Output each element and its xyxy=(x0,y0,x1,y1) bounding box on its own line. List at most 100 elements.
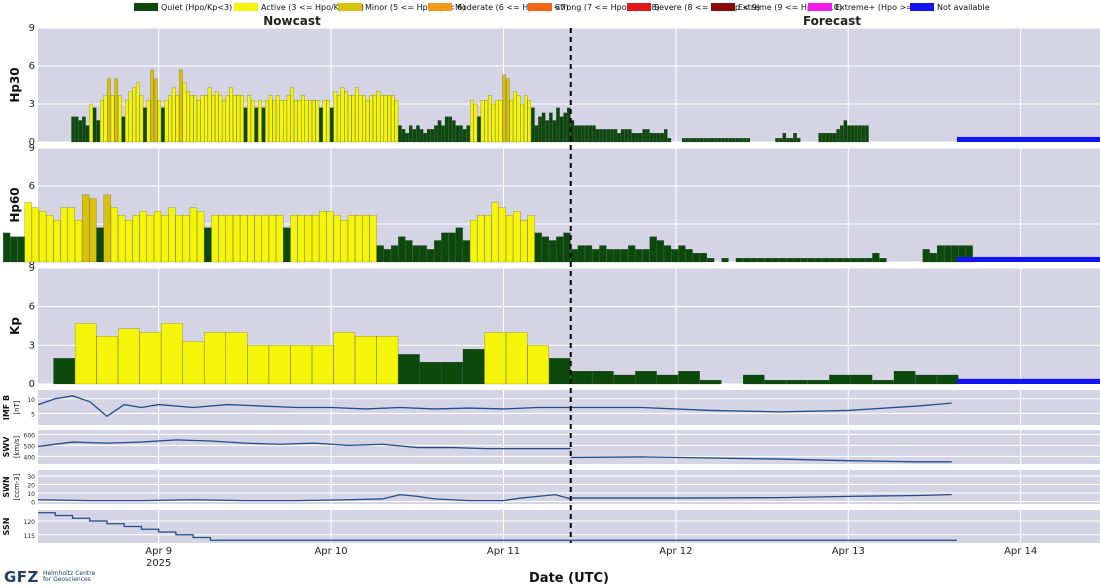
legend-item: Strong (7 <= Hpo/Kp < 8) xyxy=(528,2,660,14)
bar xyxy=(337,95,341,143)
forecast-bar xyxy=(584,125,589,143)
forecast-bar xyxy=(822,258,830,263)
bar xyxy=(168,207,176,263)
bar xyxy=(405,133,409,143)
legend-swatch xyxy=(338,3,362,11)
bar xyxy=(441,232,449,263)
legend-label: Not available xyxy=(937,3,990,12)
forecast-bar xyxy=(814,258,822,263)
legend-item: Active (3 <= Hpo/Kp < 5) xyxy=(234,2,364,14)
bar xyxy=(462,129,467,143)
bar xyxy=(419,361,442,385)
bar xyxy=(423,133,427,143)
bar xyxy=(128,91,133,143)
bar xyxy=(520,103,524,143)
nowcast-line xyxy=(37,439,571,450)
x-tick-label: Apr 12 xyxy=(659,546,692,557)
bar xyxy=(67,207,75,263)
bar xyxy=(419,129,424,143)
forecast-bar xyxy=(714,138,718,143)
bar xyxy=(391,95,395,143)
bar xyxy=(326,211,334,263)
forecast-bar xyxy=(721,258,729,263)
bar xyxy=(258,100,262,143)
bar xyxy=(247,345,269,385)
bar xyxy=(254,215,262,263)
bar xyxy=(164,100,169,143)
forecast-bar xyxy=(595,129,600,143)
bar xyxy=(182,82,187,143)
bar xyxy=(304,215,312,263)
bar xyxy=(100,100,104,143)
bar xyxy=(186,91,190,143)
bar xyxy=(107,78,111,143)
y-tick-label: 5 xyxy=(31,411,35,418)
bar xyxy=(92,107,97,143)
forecast-bar xyxy=(584,245,593,263)
bar xyxy=(527,100,532,143)
forecast-bar xyxy=(944,245,952,263)
nowcast-line xyxy=(37,493,571,502)
forecast-bar xyxy=(642,249,650,263)
bar xyxy=(82,194,90,263)
forecast-bar xyxy=(915,374,937,385)
bar xyxy=(240,95,244,143)
forecast-bar xyxy=(588,125,593,143)
forecast-bar xyxy=(620,129,625,143)
forecast-bar xyxy=(771,258,779,263)
bar xyxy=(171,87,176,143)
forecast-bar xyxy=(638,133,643,143)
forecast-bar xyxy=(642,129,646,143)
bar xyxy=(96,120,101,143)
forecast-bar xyxy=(602,129,607,143)
bar xyxy=(236,95,241,143)
bar xyxy=(315,100,320,143)
forecast-bar xyxy=(624,129,628,143)
forecast-bar xyxy=(599,129,603,143)
bar xyxy=(301,95,305,143)
bar xyxy=(261,215,269,263)
forecast-bar xyxy=(689,138,693,143)
y-tick-label: 600 xyxy=(24,432,36,439)
bar xyxy=(96,336,118,385)
bar xyxy=(229,87,233,143)
bar xyxy=(243,107,248,143)
bar xyxy=(290,215,298,263)
forecast-bar xyxy=(836,258,844,263)
bar xyxy=(362,215,370,263)
bar xyxy=(225,95,230,143)
bar xyxy=(412,129,417,143)
forecast-bar xyxy=(656,374,679,385)
bar xyxy=(552,120,557,143)
bar xyxy=(426,129,431,143)
bar xyxy=(430,129,435,143)
forecast-bar xyxy=(653,133,657,143)
bar xyxy=(437,120,442,143)
forecast-bar xyxy=(664,245,672,263)
bar xyxy=(211,95,215,143)
legend-label: Minor (5 <= Hpo/Kp < 6) xyxy=(365,3,466,12)
bar xyxy=(179,69,183,143)
forecast-bar xyxy=(664,129,668,143)
legend-item: Moderate (6 <= Hpo/Kp <7) xyxy=(428,2,569,14)
forecast-bar xyxy=(764,258,772,263)
y-tick-label: 9 xyxy=(29,263,35,274)
forecast-bar xyxy=(746,138,751,143)
bar xyxy=(74,323,97,385)
forecast-bar xyxy=(865,125,869,143)
bar xyxy=(153,78,158,143)
y-axis-unit: [ccm-3] xyxy=(13,473,21,500)
bar xyxy=(53,358,75,385)
y-tick-label: 3 xyxy=(29,340,35,351)
bar xyxy=(549,112,553,143)
forecast-bar xyxy=(825,133,830,143)
bar xyxy=(143,107,147,143)
legend-item: Extreme (9 <= Hpo < 10) xyxy=(711,2,842,14)
logo-mark: GFZ xyxy=(4,568,39,586)
forecast-bar xyxy=(843,258,851,263)
bar xyxy=(261,107,266,143)
bar xyxy=(250,100,255,143)
bar xyxy=(139,95,144,143)
bar xyxy=(452,120,456,143)
